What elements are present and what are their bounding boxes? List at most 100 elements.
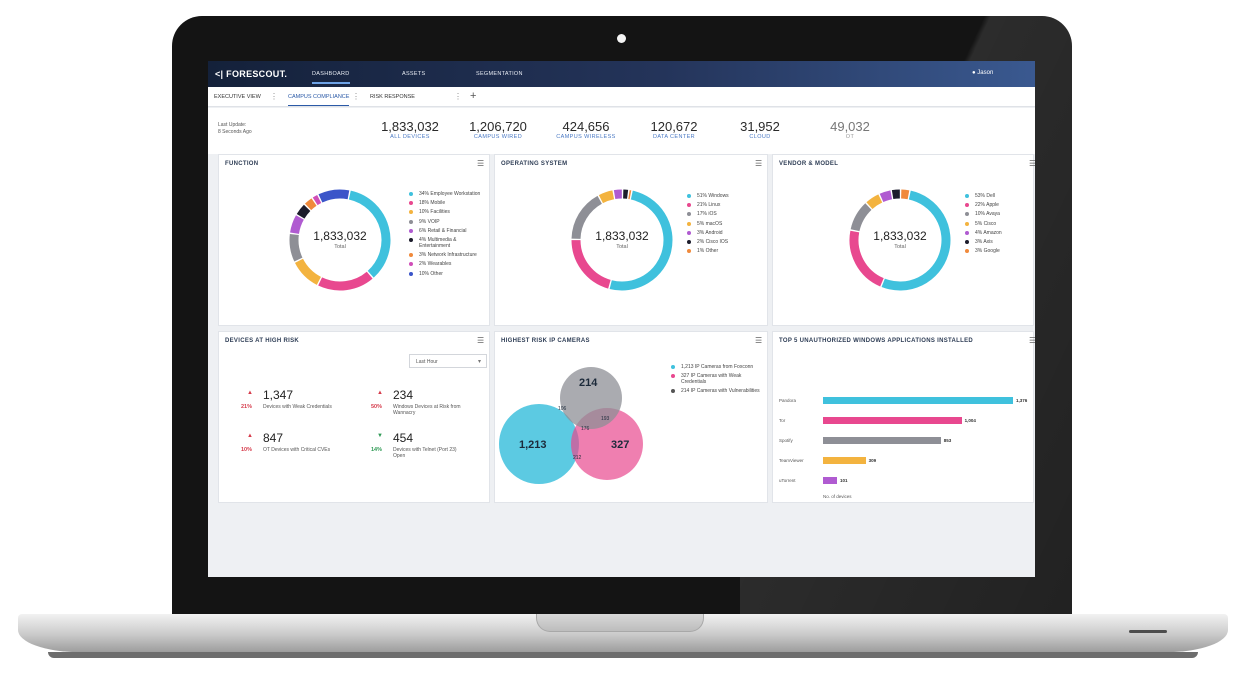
legend-item[interactable]: 10% Avaya (965, 211, 1031, 217)
nav-tab-segmentation[interactable]: SEGMENTATION (476, 71, 523, 77)
legend-item[interactable]: 5% Cisco (965, 221, 1031, 227)
donut-segment[interactable] (318, 189, 350, 203)
donut-segment[interactable] (901, 189, 910, 200)
legend-item[interactable]: 3% Google (965, 248, 1031, 254)
legend-item[interactable]: 6% Retail & Financial (409, 228, 487, 234)
kebab-icon[interactable]: ⋮ (270, 92, 278, 101)
donut-segment[interactable] (571, 195, 603, 240)
kebab-icon[interactable]: ⋮ (352, 92, 360, 101)
venn-circle-vulnerabilities[interactable] (560, 367, 622, 429)
legend-item[interactable]: 17% iOS (687, 211, 765, 217)
nav-tab-assets[interactable]: ASSETS (402, 71, 426, 77)
view-tab-executive[interactable]: EXECUTIVE VIEW (214, 94, 261, 100)
legend-label: 6% Retail & Financial (419, 227, 467, 234)
legend-item[interactable]: 22% Apple (965, 202, 1031, 208)
vendor-donut (849, 189, 951, 291)
kebab-icon[interactable]: ⋮ (454, 92, 462, 101)
bar[interactable] (823, 477, 837, 484)
legend-item[interactable]: 3% Android (687, 230, 765, 236)
legend-item[interactable]: 1% Other (687, 248, 765, 254)
donut-segment[interactable] (289, 233, 303, 262)
legend-item[interactable]: 9% VOIP (409, 219, 487, 225)
risk-item[interactable]: ▼ 454 14% Devices with Telnet (Port 23) Ope… (369, 431, 479, 467)
donut-segment[interactable] (290, 215, 304, 235)
venn-overlap-blue-pink: 212 (573, 455, 582, 461)
legend-label: 4% Amazon (975, 229, 1002, 236)
legend-item[interactable]: 2% Cisco IOS (687, 239, 765, 245)
bar[interactable] (823, 417, 962, 424)
donut-segment[interactable] (304, 198, 317, 211)
bar[interactable] (823, 457, 866, 464)
add-view-button[interactable]: + (470, 90, 477, 102)
legend-label: 1% Other (697, 248, 719, 255)
risk-percent: 10% (241, 447, 253, 453)
forescout-logo[interactable]: <| FORESCOUT. (215, 69, 288, 79)
venn-value-vulnerabilities: 214 (579, 377, 598, 389)
donut-segment[interactable] (613, 189, 622, 200)
stat-ot[interactable]: 49,032 OT (810, 119, 890, 140)
risk-item[interactable]: ▲ 234 50% Windows Devices at Risk from Wann… (369, 388, 479, 424)
donut-segment[interactable] (879, 190, 893, 203)
donut-segment[interactable] (294, 258, 322, 285)
stat-label: CAMPUS WIRED (473, 134, 523, 140)
donut-segment[interactable] (881, 190, 951, 291)
legend-dot-icon (965, 249, 969, 254)
donut-segment[interactable] (312, 194, 322, 206)
menu-icon[interactable]: ☰ (477, 159, 485, 168)
card-title: DEVICES AT HIGH RISK (225, 338, 300, 344)
donut-segment[interactable] (571, 239, 611, 289)
legend-item[interactable]: 53% Dell (965, 193, 1031, 199)
legend-item[interactable]: 3% Axis (965, 239, 1031, 245)
legend-item[interactable]: 1,213 IP Cameras from Foxconn (671, 364, 761, 370)
nav-tab-dashboard[interactable]: DASHBOARD (312, 71, 350, 84)
menu-icon[interactable]: ☰ (1029, 336, 1035, 345)
view-tab-risk-response[interactable]: RISK RESPONSE (370, 94, 415, 100)
menu-icon[interactable]: ☰ (1029, 159, 1035, 168)
legend-item[interactable]: 10% Facilities (409, 209, 487, 215)
risk-item[interactable]: ▲ 847 10% OT Devices with Critical CVEs (239, 431, 349, 467)
menu-icon[interactable]: ☰ (755, 159, 763, 168)
donut-segment[interactable] (598, 190, 615, 204)
donut-segment[interactable] (318, 271, 373, 291)
bar[interactable] (823, 397, 1013, 404)
stat-campus-wireless[interactable]: 424,656 CAMPUS WIRELESS (546, 119, 626, 140)
donut-segment[interactable] (609, 190, 673, 291)
menu-icon[interactable]: ☰ (755, 336, 763, 345)
donut-segment[interactable] (296, 204, 311, 219)
user-menu[interactable]: ● Jason (972, 70, 993, 76)
stat-label: CAMPUS WIRELESS (556, 134, 616, 140)
legend-item[interactable]: 34% Employee Workstation (409, 191, 487, 197)
donut-segment[interactable] (891, 189, 900, 200)
legend-item[interactable]: 4% Multimedia & Entertainment (409, 237, 487, 249)
legend-item[interactable]: 18% Mobile (409, 200, 487, 206)
legend-item[interactable]: 4% Amazon (965, 230, 1031, 236)
legend-item[interactable]: 2% Wearables (409, 261, 487, 267)
legend-item[interactable]: 51% Windows (687, 193, 765, 199)
risk-percent: 50% (371, 404, 383, 410)
view-tab-campus-compliance[interactable]: CAMPUS COMPLIANCE (288, 94, 350, 106)
user-icon: ● (972, 70, 976, 76)
time-filter-select[interactable]: Last Hour (409, 354, 487, 368)
legend-item[interactable]: 327 IP Cameras with Weak Credentials (671, 373, 761, 385)
donut-segment[interactable] (849, 230, 884, 287)
legend-item[interactable]: 214 IP Cameras with Vulnerabilities (671, 388, 761, 394)
stat-all-devices[interactable]: 1,833,032 ALL DEVICES (370, 119, 450, 140)
donut-segment[interactable] (348, 190, 391, 278)
legend-label: 3% Axis (975, 238, 993, 245)
donut-segment[interactable] (866, 194, 883, 210)
legend-item[interactable]: 5% macOS (687, 221, 765, 227)
stat-campus-wired[interactable]: 1,206,720 CAMPUS WIRED (458, 119, 538, 140)
venn-circle-foxconn[interactable] (499, 404, 579, 484)
stat-cloud[interactable]: 31,952 CLOUD (720, 119, 800, 140)
bar[interactable] (823, 437, 941, 444)
legend-item[interactable]: 21% Linux (687, 202, 765, 208)
bar-label: Pandora (779, 398, 797, 403)
risk-item[interactable]: ▲ 1,347 21% Devices with Weak Credentials (239, 388, 349, 424)
donut-segments (571, 189, 673, 291)
legend-item[interactable]: 10% Other (409, 271, 487, 277)
legend-item[interactable]: 3% Network Infrastructure (409, 252, 487, 258)
menu-icon[interactable]: ☰ (477, 336, 485, 345)
function-legend: 34% Employee Workstation 18% Mobile 10% Fa… (409, 191, 487, 280)
donut-segment[interactable] (850, 203, 872, 232)
stat-data-center[interactable]: 120,672 DATA CENTER (634, 119, 714, 140)
